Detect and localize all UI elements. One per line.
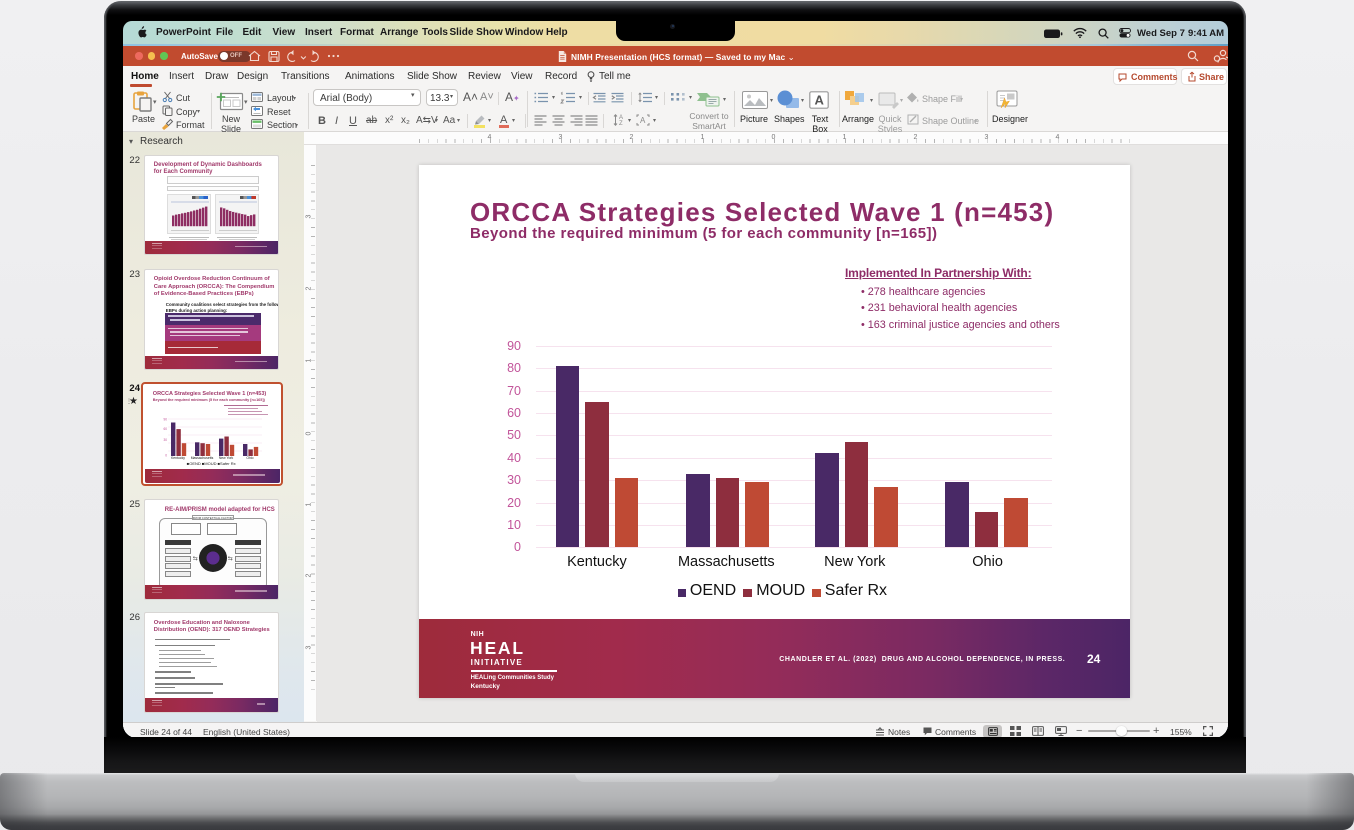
svg-text:Massachusetts: Massachusetts — [190, 456, 213, 460]
svg-text:Z: Z — [619, 121, 623, 127]
svg-text:New York: New York — [219, 456, 234, 460]
svg-text:Kentucky: Kentucky — [171, 456, 185, 460]
svg-text:90: 90 — [163, 417, 167, 421]
svg-text:0: 0 — [165, 453, 167, 457]
svg-text:Ohio: Ohio — [246, 456, 253, 460]
svg-text:A: A — [619, 115, 623, 121]
svg-text:A: A — [640, 116, 646, 125]
svg-text:60: 60 — [163, 427, 167, 431]
svg-text:30: 30 — [163, 438, 167, 442]
svg-text:A: A — [815, 93, 825, 108]
